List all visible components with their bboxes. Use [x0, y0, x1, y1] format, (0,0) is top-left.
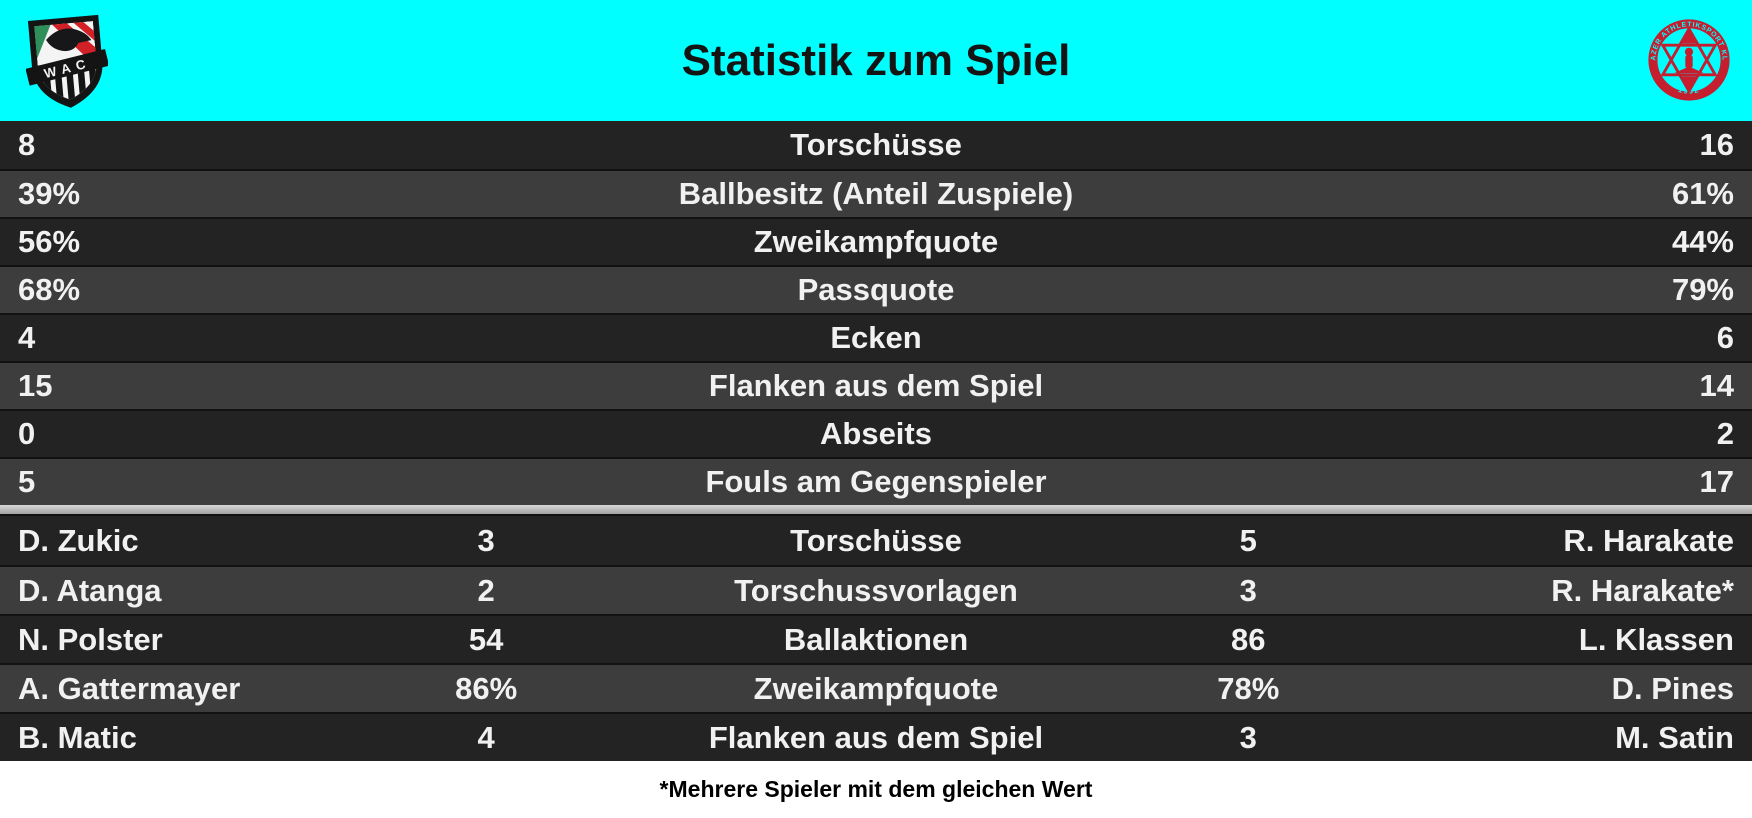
away-team-value: 17 [1699, 464, 1734, 499]
home-player-value: 86% [455, 670, 518, 706]
home-team-value: 39% [18, 176, 81, 211]
away-team-value: 6 [1716, 320, 1734, 355]
team-stat-row: 39% Ballbesitz (Anteil Zuspiele) 61% [0, 169, 1752, 217]
away-player-value: 5 [1239, 522, 1257, 558]
away-player-value: 86 [1231, 621, 1266, 657]
team-stat-label: Flanken aus dem Spiel [708, 368, 1044, 403]
team-stats-table: 8 Torschüsse 16 39% Ballbesitz (Anteil Z… [0, 121, 1752, 505]
section-divider [0, 505, 1752, 516]
home-team-value: 8 [18, 127, 36, 162]
home-team-value: 15 [18, 368, 53, 403]
player-stat-label: Zweikampfquote [753, 670, 999, 706]
player-stat-row: D. Atanga 2 Torschussvorlagen 3 R. Harak… [0, 565, 1752, 614]
player-stat-label: Torschüsse [790, 522, 962, 558]
player-stat-label: Flanken aus dem Spiel [708, 719, 1044, 755]
home-team-value: 0 [18, 416, 36, 451]
player-stats-table: D. Zukic 3 Torschüsse 5 R. Harakate D. A… [0, 516, 1752, 761]
player-stat-row: A. Gattermayer 86% Zweikampfquote 78% D.… [0, 663, 1752, 712]
team-stat-row: 8 Torschüsse 16 [0, 121, 1752, 169]
header-bar: WAC Statistik zum Spiel GRAZER ATHLETIKS… [0, 0, 1752, 121]
away-team-value: 16 [1699, 127, 1734, 162]
home-player-name: A. Gattermayer [18, 670, 241, 706]
team-stat-row: 4 Ecken 6 [0, 313, 1752, 361]
home-team-value: 68% [18, 272, 81, 307]
team-stat-row: 68% Passquote 79% [0, 265, 1752, 313]
home-player-value: 4 [477, 719, 495, 755]
player-stat-label: Torschussvorlagen [734, 572, 1018, 608]
away-team-value: 79% [1671, 272, 1734, 307]
page-title: Statistik zum Spiel [681, 35, 1071, 85]
wac-crest-icon: WAC [26, 14, 108, 108]
home-player-name: N. Polster [18, 621, 163, 657]
home-player-name: D. Zukic [18, 522, 139, 558]
team-stat-row: 0 Abseits 2 [0, 409, 1752, 457]
away-player-name: R. Harakate* [1551, 572, 1734, 608]
home-player-value: 2 [477, 572, 495, 608]
footer-bar: *Mehrere Spieler mit dem gleichen Wert [0, 761, 1752, 818]
player-stat-row: N. Polster 54 Ballaktionen 86 L. Klassen [0, 614, 1752, 663]
away-player-value: 3 [1239, 719, 1257, 755]
away-player-name: M. Satin [1615, 719, 1734, 755]
team-stat-row: 56% Zweikampfquote 44% [0, 217, 1752, 265]
home-player-name: B. Matic [18, 719, 137, 755]
away-player-name: D. Pines [1611, 670, 1734, 706]
home-player-name: D. Atanga [18, 572, 162, 608]
team-stat-label: Ballbesitz (Anteil Zuspiele) [678, 176, 1074, 211]
home-player-value: 3 [477, 522, 495, 558]
away-player-name: R. Harakate [1563, 522, 1734, 558]
away-team-value: 14 [1699, 368, 1734, 403]
team-stat-row: 5 Fouls am Gegenspieler 17 [0, 457, 1752, 505]
player-stat-row: D. Zukic 3 Torschüsse 5 R. Harakate [0, 516, 1752, 565]
team-stat-row: 15 Flanken aus dem Spiel 14 [0, 361, 1752, 409]
home-player-value: 54 [468, 621, 504, 657]
home-team-value: 5 [18, 464, 36, 499]
team-stat-label: Ecken [830, 320, 922, 355]
team-stat-label: Abseits [820, 416, 932, 451]
away-player-value: 78% [1217, 670, 1280, 706]
away-player-name: L. Klassen [1578, 621, 1734, 657]
gak-crest-icon: GRAZER ATHLETIKSPORT KLUB 1902 [1648, 18, 1730, 101]
away-team-value: 61% [1671, 176, 1734, 211]
team-stat-label: Torschüsse [790, 127, 962, 162]
team-stat-label: Passquote [797, 272, 955, 307]
player-stat-row: B. Matic 4 Flanken aus dem Spiel 3 M. Sa… [0, 712, 1752, 761]
away-player-value: 3 [1239, 572, 1257, 608]
home-team-value: 4 [18, 320, 36, 355]
footnote: *Mehrere Spieler mit dem gleichen Wert [659, 776, 1093, 802]
home-team-value: 56% [18, 224, 81, 259]
player-stat-label: Ballaktionen [783, 621, 969, 657]
away-team-value: 44% [1671, 224, 1734, 259]
away-team-value: 2 [1716, 416, 1734, 451]
team-stat-label: Fouls am Gegenspieler [705, 464, 1047, 499]
team-stat-label: Zweikampfquote [753, 224, 999, 259]
